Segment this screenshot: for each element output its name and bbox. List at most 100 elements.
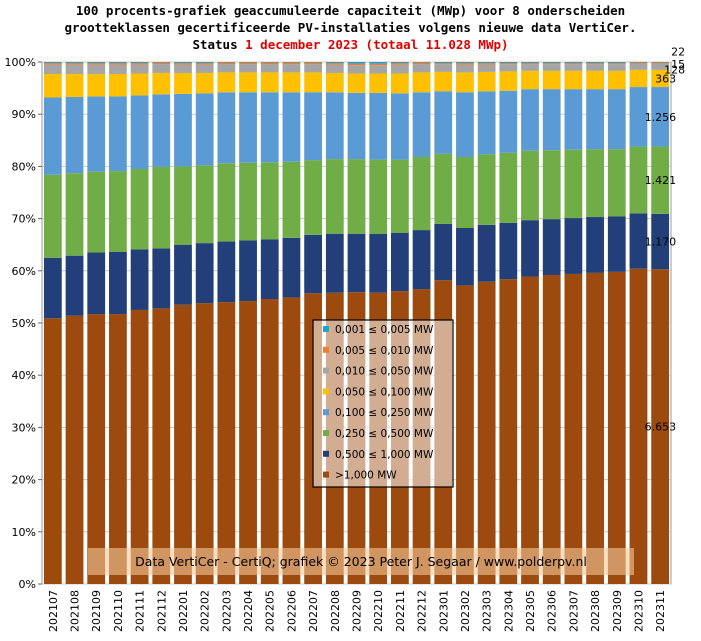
x-tick-label: 202306 bbox=[546, 590, 559, 632]
bar-segment bbox=[43, 62, 62, 64]
bar-segment bbox=[152, 72, 171, 95]
bar-segment bbox=[152, 94, 171, 167]
x-tick-label: 202109 bbox=[90, 590, 103, 632]
bar-segment bbox=[239, 240, 257, 302]
bar-segment bbox=[130, 63, 149, 65]
bar-segment bbox=[304, 62, 323, 65]
bar-segment bbox=[152, 166, 171, 249]
bar-segment bbox=[174, 166, 192, 245]
bar-segment bbox=[651, 69, 670, 88]
bar-segment bbox=[43, 318, 62, 584]
last-bar-value-label: 6.653 bbox=[645, 421, 677, 434]
bar-segment bbox=[347, 159, 366, 234]
bar-segment bbox=[239, 92, 257, 163]
bar-segment bbox=[542, 64, 561, 71]
bar-segment bbox=[65, 62, 84, 64]
last-bar-value-label: 1.256 bbox=[645, 111, 677, 124]
bar-segment bbox=[456, 227, 474, 286]
bar-segment bbox=[564, 64, 583, 71]
bar-segment bbox=[607, 64, 626, 71]
legend-label: 0,010 ≤ 0,050 MW bbox=[335, 366, 434, 378]
legend-label: 0,001 ≤ 0,005 MW bbox=[335, 324, 434, 336]
bar-segment bbox=[260, 239, 279, 299]
x-tick-label: 202302 bbox=[459, 590, 472, 632]
x-tick-label: 202311 bbox=[654, 590, 667, 632]
bar-segment bbox=[369, 233, 388, 293]
x-tick-label: 202212 bbox=[416, 590, 429, 632]
last-bar-value-label: 363 bbox=[655, 72, 676, 85]
bar-segment bbox=[87, 252, 106, 315]
bar-segment bbox=[369, 62, 388, 64]
bar-segment bbox=[586, 272, 604, 584]
bar-segment bbox=[412, 230, 431, 290]
x-tick-label: 202303 bbox=[481, 590, 494, 632]
bar-segment bbox=[586, 149, 604, 218]
bar-segment bbox=[651, 62, 670, 64]
bar-segment bbox=[542, 89, 561, 151]
bar-segment bbox=[499, 222, 518, 280]
title-status-total: (totaal 11.028 MWp) bbox=[365, 37, 509, 52]
bar-segment bbox=[564, 89, 583, 150]
bar-segment bbox=[434, 91, 453, 154]
bar-segment bbox=[390, 63, 409, 65]
bar-segment bbox=[564, 62, 583, 64]
x-tick-label: 202202 bbox=[199, 590, 212, 632]
legend-label: 0,500 ≤ 1,000 MW bbox=[335, 449, 434, 461]
bar-segment bbox=[174, 72, 192, 94]
bar-segment bbox=[109, 314, 127, 584]
bar-segment bbox=[477, 63, 496, 65]
bar-segment bbox=[629, 69, 648, 88]
bar-segment bbox=[282, 62, 301, 65]
x-tick-label: 202110 bbox=[112, 590, 125, 632]
bar-segment bbox=[130, 249, 149, 310]
bar-segment bbox=[586, 63, 604, 65]
legend-swatch bbox=[323, 409, 329, 416]
bar-segment bbox=[43, 174, 62, 258]
bar-segment bbox=[586, 217, 604, 273]
legend-label: 0,005 ≤ 0,010 MW bbox=[335, 345, 434, 357]
bar-segment bbox=[456, 92, 474, 158]
bar-segment bbox=[304, 92, 323, 161]
bar-segment bbox=[607, 271, 626, 584]
bar-segment bbox=[369, 63, 388, 66]
bar-segment bbox=[564, 70, 583, 90]
legend-label: >1,000 MW bbox=[335, 470, 397, 482]
x-tick-label: 202111 bbox=[134, 590, 147, 632]
title-line-3: Status 1 december 2023 (totaal 11.028 MW… bbox=[0, 36, 701, 53]
bar-segment bbox=[499, 90, 518, 153]
bar-segment bbox=[325, 72, 344, 93]
bar-segment bbox=[43, 74, 62, 98]
y-tick-label: 60% bbox=[12, 265, 36, 278]
bar-segment bbox=[651, 63, 670, 70]
bar-segment bbox=[542, 219, 561, 275]
bar-segment bbox=[629, 213, 648, 269]
bar-segment bbox=[434, 64, 453, 72]
x-tick-label: 202307 bbox=[567, 590, 580, 632]
x-tick-label: 202309 bbox=[611, 590, 624, 632]
bar-segment bbox=[109, 252, 127, 315]
last-bar-value-label: 15 bbox=[671, 58, 685, 71]
legend-swatch bbox=[323, 450, 329, 457]
bar-segment bbox=[174, 62, 192, 64]
bar-segment bbox=[499, 71, 518, 91]
bar-segment bbox=[607, 63, 626, 65]
bar-segment bbox=[564, 218, 583, 274]
bar-segment bbox=[195, 243, 214, 304]
x-tick-label: 202201 bbox=[177, 590, 190, 632]
bar-segment bbox=[456, 285, 474, 584]
x-tick-label: 202107 bbox=[47, 590, 60, 632]
bar-segment bbox=[477, 71, 496, 92]
bar-segment bbox=[629, 268, 648, 584]
bar-segment bbox=[43, 63, 62, 65]
bar-segment bbox=[629, 63, 648, 70]
bar-segment bbox=[521, 220, 539, 277]
bar-segment bbox=[174, 304, 192, 584]
bar-segment bbox=[174, 64, 192, 73]
bar-segment bbox=[607, 216, 626, 272]
bar-segment bbox=[629, 146, 648, 214]
bar-segment bbox=[174, 244, 192, 305]
bar-segment bbox=[152, 64, 171, 73]
bar-segment bbox=[217, 64, 236, 73]
bar-segment bbox=[239, 72, 257, 93]
bar-segment bbox=[260, 62, 279, 65]
